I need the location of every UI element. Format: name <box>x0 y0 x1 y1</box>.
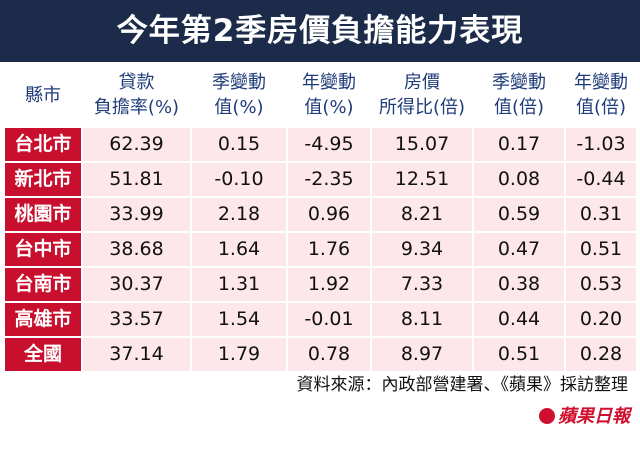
value-cell: 8.21 <box>372 198 472 231</box>
value-cell: 0.20 <box>566 303 636 336</box>
header-line: 值(%) <box>304 97 354 118</box>
header-line: 貸款 <box>118 72 155 93</box>
header-line: 房價 <box>404 72 440 93</box>
header-line: 值(倍) <box>493 97 545 118</box>
logo: 蘋果日報 <box>539 402 630 428</box>
city-cell: 全國 <box>5 338 81 371</box>
header-line: 負擔率(%) <box>93 97 180 118</box>
value-cell: 0.38 <box>474 268 564 301</box>
city-cell: 台中市 <box>5 233 81 266</box>
header-cell: 季變動值(倍) <box>474 66 564 124</box>
value-cell: -1.03 <box>566 128 636 161</box>
value-cell: 38.68 <box>83 233 190 266</box>
value-cell: 30.37 <box>83 268 190 301</box>
value-cell: 2.18 <box>192 198 286 231</box>
value-cell: 0.44 <box>474 303 564 336</box>
header-cell: 房價所得比(倍) <box>372 66 472 124</box>
city-cell: 新北市 <box>5 163 81 196</box>
value-cell: -0.01 <box>288 303 370 336</box>
header-line: 值(倍) <box>575 97 627 118</box>
header-line: 所得比(倍) <box>378 97 466 118</box>
value-cell: 0.15 <box>192 128 286 161</box>
value-cell: 37.14 <box>83 338 190 371</box>
header-cell: 季變動值(%) <box>192 66 286 124</box>
header-cell: 年變動值(倍) <box>566 66 636 124</box>
value-cell: 1.64 <box>192 233 286 266</box>
value-cell: 33.57 <box>83 303 190 336</box>
value-cell: 0.28 <box>566 338 636 371</box>
header-line: 季變動 <box>492 72 546 93</box>
header-line: 季變動 <box>212 72 266 93</box>
value-cell: 0.08 <box>474 163 564 196</box>
header-line: 年變動 <box>574 72 628 93</box>
header-line: 值(%) <box>214 97 264 118</box>
value-cell: 1.79 <box>192 338 286 371</box>
value-cell: 0.96 <box>288 198 370 231</box>
value-cell: 0.51 <box>474 338 564 371</box>
value-cell: 1.76 <box>288 233 370 266</box>
header-line: 縣市 <box>25 84 61 106</box>
value-cell: 7.33 <box>372 268 472 301</box>
city-cell: 台南市 <box>5 268 81 301</box>
value-cell: 62.39 <box>83 128 190 161</box>
value-cell: 8.97 <box>372 338 472 371</box>
value-cell: 1.31 <box>192 268 286 301</box>
value-cell: 33.99 <box>83 198 190 231</box>
value-cell: 51.81 <box>83 163 190 196</box>
value-cell: 0.78 <box>288 338 370 371</box>
header-cell: 年變動值(%) <box>288 66 370 124</box>
value-cell: 0.59 <box>474 198 564 231</box>
logo-text: 蘋果日報 <box>558 406 630 427</box>
value-cell: 8.11 <box>372 303 472 336</box>
value-cell: 1.54 <box>192 303 286 336</box>
value-cell: 9.34 <box>372 233 472 266</box>
value-cell: -0.10 <box>192 163 286 196</box>
value-cell: 0.51 <box>566 233 636 266</box>
source: 資料來源：內政部營建署、《蘋果》採訪整理 <box>296 375 629 395</box>
logo-icon <box>539 408 555 424</box>
city-cell: 桃園市 <box>5 198 81 231</box>
city-cell: 高雄市 <box>5 303 81 336</box>
value-cell: 0.47 <box>474 233 564 266</box>
header-cell: 貸款負擔率(%) <box>83 66 190 124</box>
value-cell: -2.35 <box>288 163 370 196</box>
value-cell: 12.51 <box>372 163 472 196</box>
value-cell: 0.17 <box>474 128 564 161</box>
header-cell: 縣市 <box>5 66 81 124</box>
city-cell: 台北市 <box>5 128 81 161</box>
value-cell: 0.53 <box>566 268 636 301</box>
value-cell: -0.44 <box>566 163 636 196</box>
header-line: 年變動 <box>302 72 356 93</box>
value-cell: 15.07 <box>372 128 472 161</box>
value-cell: 0.31 <box>566 198 636 231</box>
value-cell: 1.92 <box>288 268 370 301</box>
title: 今年第2季房價負擔能力表現 <box>0 0 640 62</box>
value-cell: -4.95 <box>288 128 370 161</box>
